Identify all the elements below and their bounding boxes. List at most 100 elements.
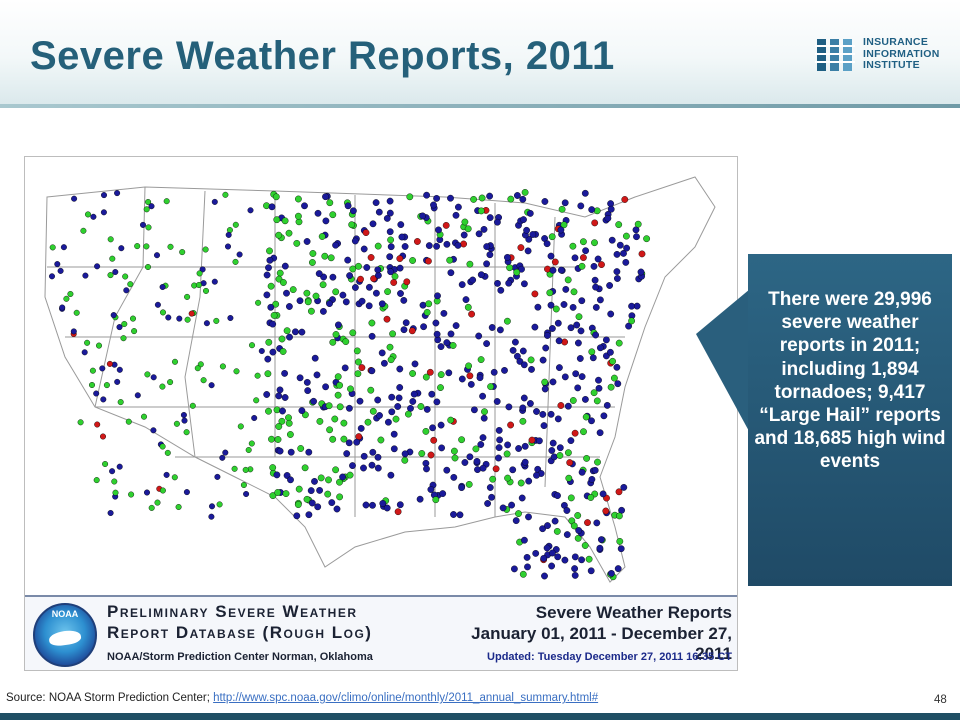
report-marker [278,335,286,343]
report-marker [339,473,346,481]
report-marker [311,354,319,362]
report-marker [285,414,292,422]
report-marker [520,394,528,402]
report-marker [287,448,295,456]
noaa-logo: NOAA [33,603,97,667]
report-marker [493,398,501,405]
report-marker [356,397,364,405]
report-marker [159,443,166,450]
report-marker [73,309,80,316]
report-marker [369,448,377,456]
report-marker [121,320,128,327]
report-marker [255,299,262,306]
report-marker [409,370,416,377]
report-marker [578,262,586,270]
report-marker [390,430,398,438]
report-marker [486,192,493,200]
report-marker [589,354,597,362]
report-marker [495,426,503,434]
report-marker [154,499,161,506]
report-marker [520,280,528,288]
report-marker [577,202,585,210]
report-marker [268,203,276,211]
report-marker [403,278,411,286]
report-marker [603,336,610,344]
report-marker [571,565,578,572]
report-marker [365,302,373,310]
report-marker [606,282,613,289]
report-marker [588,206,596,213]
report-marker [465,480,473,488]
slide-header [0,0,960,104]
report-marker [503,317,511,325]
report-marker [276,447,284,455]
report-marker [504,441,511,449]
source-link[interactable]: http://www.spc.noaa.gov/climo/online/mon… [213,692,599,704]
report-marker [273,471,281,479]
report-marker [287,476,294,484]
report-marker [263,391,271,398]
report-marker [472,445,480,453]
report-marker [438,444,445,452]
report-marker [558,205,566,213]
report-marker [283,327,291,335]
report-marker [333,505,341,513]
report-marker [59,304,66,311]
report-marker [625,322,632,330]
report-marker [447,330,455,338]
report-marker [324,490,332,498]
report-marker [322,193,329,201]
report-marker [470,196,477,203]
report-marker [396,255,404,263]
report-marker [556,444,564,452]
report-marker [473,457,481,465]
report-marker [384,288,391,296]
report-marker [592,331,599,339]
report-marker [84,339,91,346]
report-marker [167,243,174,250]
report-marker [521,442,529,450]
report-marker [388,408,396,416]
report-marker [549,378,557,386]
report-marker [196,270,203,277]
report-marker [143,243,150,250]
report-marker [452,211,460,219]
report-marker [483,340,490,348]
report-marker [314,503,322,511]
report-marker [164,449,171,456]
report-marker [554,319,562,327]
header-divider [0,104,960,108]
report-marker [322,217,330,225]
report-marker [430,201,437,209]
report-marker [329,273,337,281]
report-marker [332,241,339,249]
report-marker [213,317,220,324]
report-marker [526,400,534,407]
report-marker [435,226,442,234]
report-marker [544,265,551,273]
report-marker [531,290,539,298]
report-marker [518,494,526,502]
report-marker [541,572,548,580]
report-marker [419,301,427,309]
report-marker [521,189,529,196]
report-marker [547,410,555,418]
report-marker [116,324,123,331]
report-marker [564,276,572,284]
report-marker [596,544,604,552]
report-marker [248,440,255,447]
report-marker [401,243,409,250]
report-marker [159,283,166,290]
report-marker [425,242,433,250]
report-marker [446,256,454,264]
report-marker [315,270,323,278]
report-marker [140,413,147,420]
report-marker [144,371,151,378]
report-marker [597,344,604,352]
report-marker [413,238,421,245]
report-marker [351,237,359,245]
report-marker [539,410,547,418]
report-marker [183,489,190,496]
report-marker [548,447,556,454]
report-marker [561,199,569,207]
